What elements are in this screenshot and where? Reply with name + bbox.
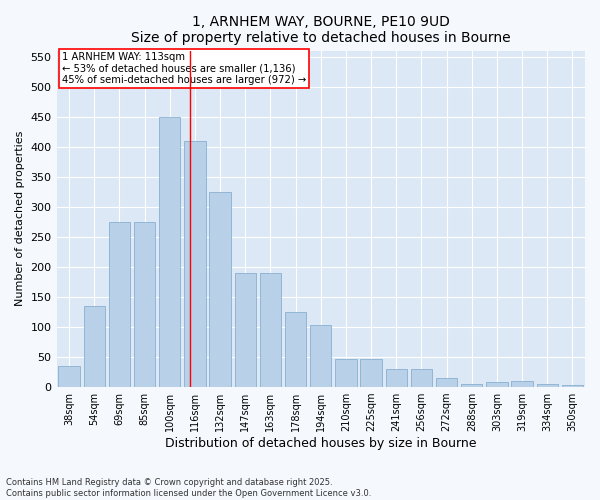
Bar bbox=[209, 192, 231, 387]
Text: Contains HM Land Registry data © Crown copyright and database right 2025.
Contai: Contains HM Land Registry data © Crown c… bbox=[6, 478, 371, 498]
Bar bbox=[159, 116, 181, 387]
Bar bbox=[536, 384, 558, 387]
Bar bbox=[411, 369, 432, 387]
Bar bbox=[285, 312, 307, 387]
Bar bbox=[335, 360, 356, 387]
Bar bbox=[134, 222, 155, 387]
Bar bbox=[235, 273, 256, 387]
Bar bbox=[361, 360, 382, 387]
Bar bbox=[511, 381, 533, 387]
Bar bbox=[184, 140, 206, 387]
Bar bbox=[58, 366, 80, 387]
Bar bbox=[109, 222, 130, 387]
Bar bbox=[83, 306, 105, 387]
Bar bbox=[562, 386, 583, 387]
Bar bbox=[386, 369, 407, 387]
Bar bbox=[260, 273, 281, 387]
Y-axis label: Number of detached properties: Number of detached properties bbox=[15, 131, 25, 306]
Title: 1, ARNHEM WAY, BOURNE, PE10 9UD
Size of property relative to detached houses in : 1, ARNHEM WAY, BOURNE, PE10 9UD Size of … bbox=[131, 15, 511, 45]
Bar bbox=[486, 382, 508, 387]
X-axis label: Distribution of detached houses by size in Bourne: Distribution of detached houses by size … bbox=[165, 437, 476, 450]
Bar bbox=[436, 378, 457, 387]
Bar bbox=[461, 384, 482, 387]
Bar bbox=[310, 325, 331, 387]
Text: 1 ARNHEM WAY: 113sqm
← 53% of detached houses are smaller (1,136)
45% of semi-de: 1 ARNHEM WAY: 113sqm ← 53% of detached h… bbox=[62, 52, 306, 86]
